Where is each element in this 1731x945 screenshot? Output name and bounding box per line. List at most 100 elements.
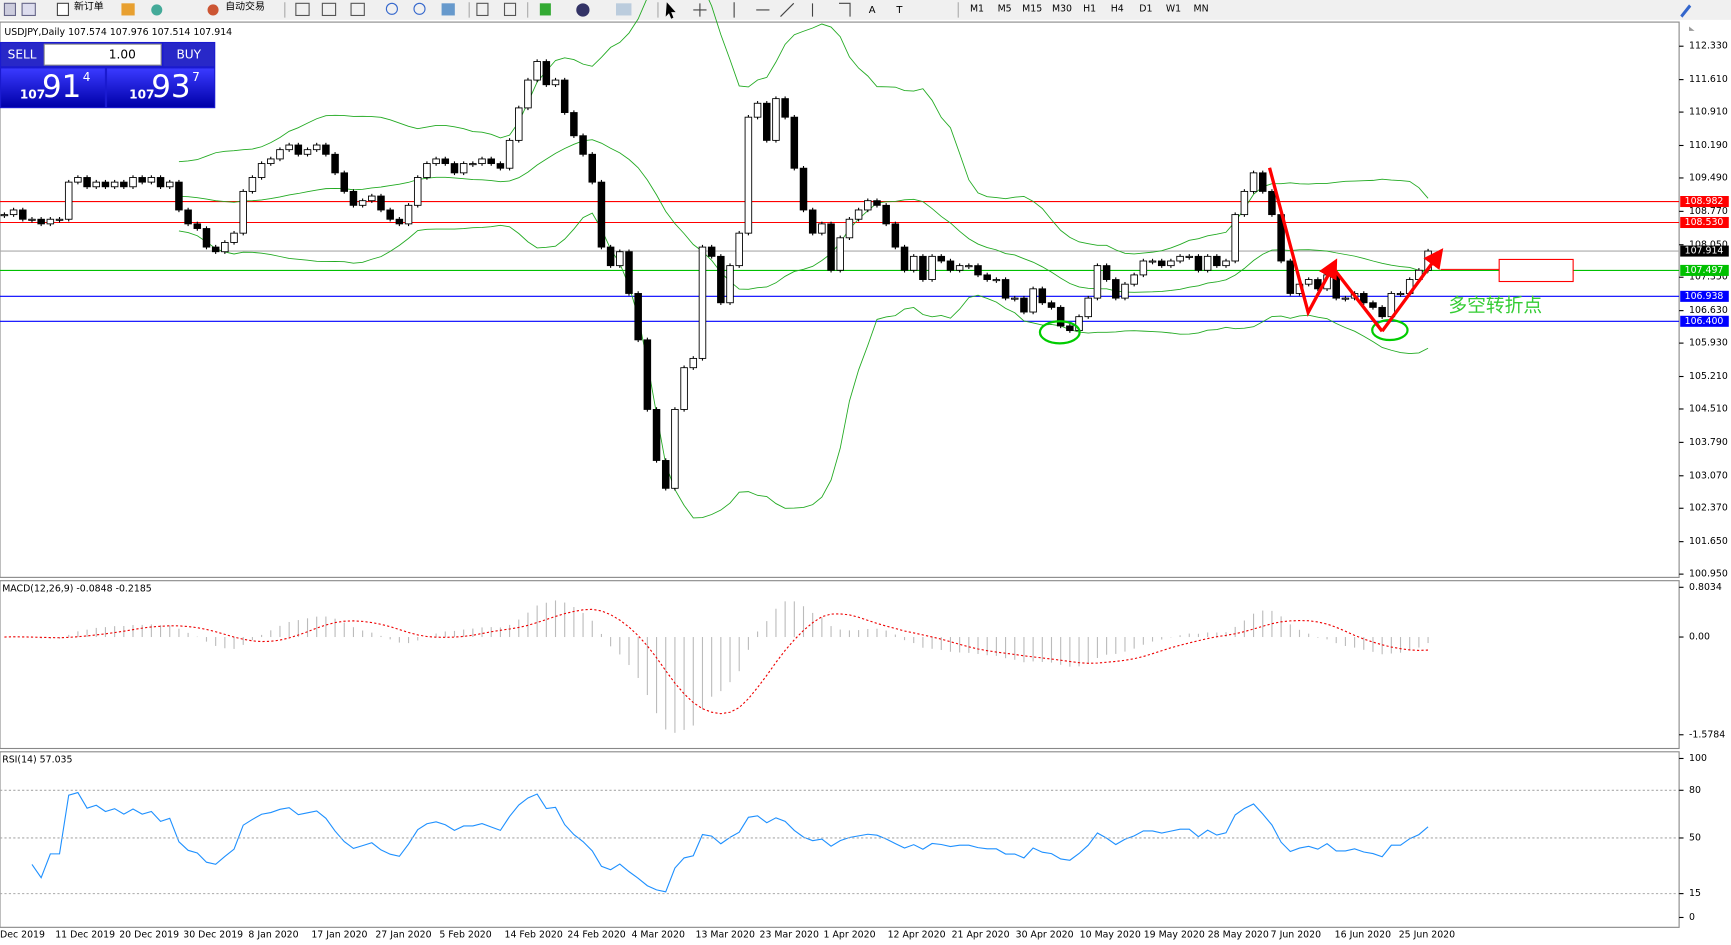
sell-button[interactable] — [1, 43, 44, 67]
bollinger-band — [178, 212, 1429, 519]
timeframe-button[interactable]: W1 — [1166, 3, 1181, 14]
timeframe-button[interactable]: M1 — [970, 3, 984, 14]
level-tag — [1680, 245, 1729, 257]
candle — [1047, 302, 1056, 308]
y-tick-label: 102.370 — [1689, 503, 1728, 514]
candle — [882, 204, 890, 225]
timeframe-button[interactable]: M5 — [998, 3, 1012, 14]
candle — [129, 177, 137, 188]
ohlc-value: 107.514 — [152, 27, 191, 38]
lot-input[interactable] — [43, 43, 162, 66]
candle — [698, 246, 707, 359]
candle — [312, 144, 321, 151]
candle — [873, 200, 881, 206]
candle — [570, 112, 578, 137]
y-tick-label: 105.210 — [1689, 371, 1728, 382]
candle — [28, 218, 36, 221]
price-big: 91 — [42, 69, 81, 105]
timeframe-button[interactable]: D1 — [1139, 3, 1152, 14]
candle — [1213, 255, 1221, 267]
candle — [1378, 306, 1386, 318]
candle — [64, 181, 73, 220]
timeframe-button[interactable]: H1 — [1083, 3, 1096, 14]
candle — [680, 367, 688, 410]
candle — [836, 237, 844, 271]
x-tick-label: 12 Apr 2020 — [888, 930, 946, 941]
candle — [413, 177, 422, 206]
y-tick-label: 0 — [1689, 912, 1695, 923]
sell-price-button[interactable] — [1, 68, 105, 108]
candle — [643, 339, 652, 410]
candle — [120, 181, 128, 188]
x-tick-label: 30 Dec 2019 — [183, 930, 243, 941]
candle — [221, 241, 229, 253]
candle — [505, 139, 514, 169]
buy-price-button[interactable] — [107, 68, 215, 108]
candle — [652, 409, 661, 461]
ohlc-value: 107.976 — [110, 27, 149, 38]
price-big: 93 — [151, 69, 190, 105]
x-tick-label: 24 Feb 2020 — [567, 930, 625, 941]
price-sup: 7 — [192, 70, 200, 84]
timeframe-button[interactable]: M30 — [1052, 3, 1072, 14]
candle — [1121, 283, 1129, 299]
candle — [423, 163, 431, 178]
candle — [1203, 255, 1212, 271]
candle — [1011, 297, 1019, 300]
x-tick-label: 5 Feb 2020 — [439, 930, 491, 941]
candle — [974, 265, 982, 276]
candle — [175, 181, 183, 211]
level-label: 107.497 — [1685, 265, 1724, 276]
candle — [349, 190, 358, 206]
candle — [606, 246, 615, 267]
timeframe-button[interactable]: H4 — [1111, 3, 1124, 14]
candle — [1304, 279, 1313, 285]
timeframe-button[interactable]: MN — [1194, 3, 1209, 14]
buy-button[interactable] — [163, 43, 215, 67]
candle — [55, 218, 64, 221]
candle — [625, 251, 633, 294]
candle — [74, 177, 82, 183]
candle — [368, 195, 376, 202]
candle — [753, 102, 762, 118]
candle — [799, 167, 808, 211]
candle — [469, 163, 477, 166]
y-tick-label: 100 — [1689, 753, 1707, 764]
level-label: 106.400 — [1685, 316, 1724, 327]
y-tick-label: 110.190 — [1689, 140, 1728, 151]
drawings — [1038, 167, 1574, 345]
indicator-label: MACD(12,26,9) — [2, 583, 73, 594]
y-tick-label: 103.070 — [1689, 470, 1728, 481]
candle — [1139, 260, 1148, 276]
x-tick-label: 17 Jan 2020 — [311, 930, 367, 941]
candle — [267, 158, 275, 165]
timeframe-button[interactable]: M15 — [1022, 3, 1042, 14]
price-prefix: 107 — [129, 87, 154, 101]
candle — [147, 177, 156, 183]
candle — [19, 209, 27, 220]
candle — [900, 246, 909, 271]
bollinger-band — [178, 0, 1429, 255]
y-tick-label: 104.510 — [1689, 403, 1728, 414]
toolbar — [0, 0, 1731, 20]
candle — [909, 255, 918, 271]
candle — [248, 177, 257, 192]
candle — [1038, 288, 1047, 304]
candle — [1268, 190, 1276, 216]
lot-value: 1.00 — [109, 48, 136, 62]
candle — [763, 102, 771, 141]
ohlc-value: 107.914 — [193, 27, 232, 38]
candle — [726, 265, 734, 304]
x-tick-label: 11 Dec 2019 — [55, 930, 115, 941]
candle — [542, 61, 551, 86]
candle — [441, 158, 450, 165]
candle — [1167, 260, 1175, 267]
candle — [386, 209, 394, 220]
candle — [744, 116, 753, 234]
candle — [1194, 255, 1203, 271]
y-tick-label: 0.8034 — [1689, 582, 1722, 593]
candle — [790, 116, 799, 169]
y-tick-label: 103.790 — [1689, 437, 1728, 448]
candle — [1102, 265, 1111, 280]
